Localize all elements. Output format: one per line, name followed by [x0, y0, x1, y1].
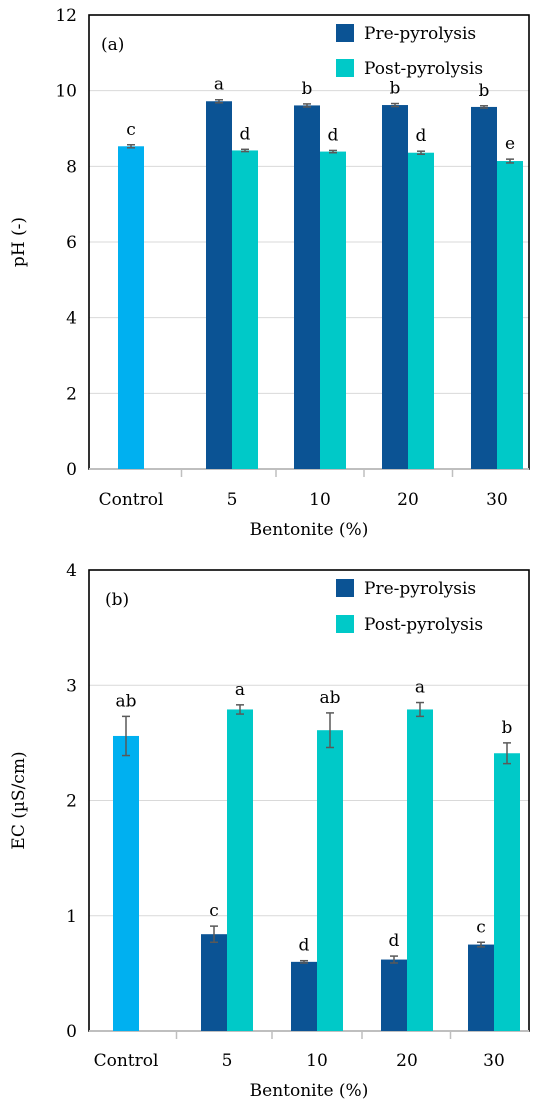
significance-label: d [299, 936, 310, 956]
significance-label: d [389, 931, 400, 951]
bar-post-pyrolysis [494, 753, 520, 1031]
legend-label: Pre-pyrolysis [364, 24, 476, 44]
bar-post-pyrolysis [232, 150, 258, 469]
bar-pre-pyrolysis [294, 105, 320, 470]
x-tick-label: Control [99, 490, 164, 510]
x-tick-label: 10 [309, 490, 331, 510]
x-tick-label: 30 [483, 1051, 505, 1071]
significance-label: ab [319, 688, 340, 708]
y-tick-label: 0 [66, 460, 77, 480]
legend-swatch [336, 615, 354, 633]
chart-panel-a: 0 2 4 6 8 10 12 Control 5 10 20 30 Bentonite (%) pH (… [9, 6, 530, 540]
significance-label: c [209, 901, 219, 921]
x-axis-title: Bentonite (%) [250, 1081, 369, 1101]
significance-label: b [479, 81, 490, 101]
bar-pre-pyrolysis [471, 106, 497, 469]
bar-post-pyrolysis [497, 161, 523, 469]
bar-post-pyrolysis [408, 152, 434, 470]
bar-pre-pyrolysis [468, 944, 494, 1031]
x-tick-label: 10 [306, 1051, 328, 1071]
legend-swatch [336, 59, 354, 77]
y-tick-label: 2 [66, 384, 77, 404]
significance-label: a [235, 680, 245, 700]
significance-label: d [240, 124, 251, 144]
y-tick-label: 2 [66, 792, 77, 812]
y-axis-title: EC (µS/cm) [9, 751, 29, 849]
x-tick-label: 20 [397, 490, 419, 510]
legend-swatch [336, 24, 354, 42]
bar-pre-pyrolysis [382, 105, 408, 469]
x-tick-label: 30 [486, 490, 508, 510]
significance-label: d [416, 126, 427, 146]
significance-label: ab [115, 691, 136, 711]
legend-label: Pre-pyrolysis [364, 579, 476, 599]
x-tick-label: 5 [227, 490, 238, 510]
panel-label: (a) [101, 35, 124, 55]
panel-label: (b) [105, 590, 129, 610]
bar-post-pyrolysis [227, 709, 253, 1031]
bar-post-pyrolysis [407, 709, 433, 1031]
significance-label: a [415, 678, 425, 698]
y-tick-label: 3 [66, 676, 77, 696]
bar-pre-pyrolysis [206, 101, 232, 469]
significance-label: e [505, 134, 515, 154]
significance-label: a [214, 75, 224, 95]
y-tick-label: 6 [66, 233, 77, 253]
bar-post-pyrolysis [320, 151, 346, 469]
bar-control [118, 146, 144, 469]
significance-label: c [476, 917, 486, 937]
significance-label: b [502, 718, 513, 738]
x-tick-label: 20 [396, 1051, 418, 1071]
y-tick-label: 1 [66, 907, 77, 927]
significance-label: c [126, 120, 136, 140]
y-tick-label: 4 [66, 561, 77, 581]
significance-label: b [302, 79, 313, 99]
y-tick-label: 0 [66, 1022, 77, 1042]
legend-label: Post-pyrolysis [364, 615, 483, 635]
y-tick-label: 4 [66, 309, 77, 329]
significance-label: b [390, 79, 401, 99]
legend-label: Post-pyrolysis [364, 59, 483, 79]
bar-pre-pyrolysis [201, 934, 227, 1031]
y-axis-title: pH (-) [9, 217, 29, 267]
y-tick-label: 10 [55, 82, 77, 102]
x-axis-title: Bentonite (%) [250, 520, 369, 540]
bar-pre-pyrolysis [291, 961, 317, 1031]
bar-pre-pyrolysis [381, 959, 407, 1031]
x-tick-label: 5 [222, 1051, 233, 1071]
y-tick-label: 8 [66, 157, 77, 177]
x-tick-label: Control [94, 1051, 159, 1071]
y-tick-label: 12 [55, 6, 77, 26]
legend-swatch [336, 579, 354, 597]
chart-panel-b: 0 1 2 3 4 Control 5 10 20 30 Bentonite (%) EC (µS/c… [9, 561, 530, 1101]
significance-label: d [328, 125, 339, 145]
bar-control [113, 735, 139, 1031]
bar-post-pyrolysis [317, 730, 343, 1031]
